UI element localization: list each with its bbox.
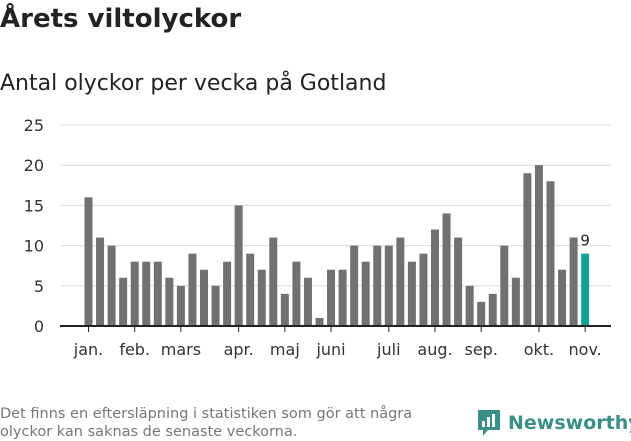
bar bbox=[419, 253, 428, 326]
bar bbox=[200, 269, 208, 326]
bar bbox=[211, 285, 220, 326]
bar bbox=[500, 245, 509, 326]
y-tick-label: 10 bbox=[24, 237, 44, 256]
bar bbox=[269, 237, 278, 326]
bar bbox=[292, 261, 301, 326]
chart-subtitle: Antal olyckor per vecka på Gotland bbox=[0, 71, 387, 96]
bar bbox=[511, 277, 520, 326]
bar bbox=[223, 261, 232, 326]
x-tick-label: sep. bbox=[464, 340, 497, 359]
bar bbox=[257, 269, 266, 326]
bar bbox=[488, 293, 497, 326]
x-axis-labels: jan. feb. mars apr. maj juni juli aug. sep. okt. n… bbox=[73, 340, 602, 359]
x-tick-label: mars bbox=[161, 340, 201, 359]
y-tick-label: 25 bbox=[24, 116, 44, 135]
bar bbox=[407, 261, 416, 326]
value-label: 9 bbox=[580, 232, 590, 250]
bar bbox=[176, 285, 185, 326]
bar bbox=[431, 229, 439, 326]
bar bbox=[523, 173, 532, 326]
bar bbox=[477, 301, 486, 326]
bar bbox=[361, 261, 370, 326]
bar bbox=[338, 269, 347, 326]
brand[interactable]: Newsworthy bbox=[476, 407, 631, 439]
bar bbox=[188, 253, 197, 326]
footnote: Det finns en eftersläpning i statistiken… bbox=[0, 406, 413, 440]
bar bbox=[130, 261, 139, 326]
bar bbox=[465, 285, 474, 326]
bar bbox=[153, 261, 162, 326]
x-tick-label: aug. bbox=[417, 340, 452, 359]
x-tick-label: juli bbox=[376, 340, 400, 359]
x-tick-label: okt. bbox=[524, 340, 554, 359]
bar bbox=[546, 181, 555, 326]
bar bbox=[280, 293, 289, 326]
bar bbox=[454, 237, 463, 326]
bar bbox=[84, 197, 93, 326]
bar bbox=[350, 245, 359, 326]
bar bbox=[315, 317, 324, 326]
bar bbox=[558, 269, 567, 326]
bar bbox=[96, 237, 105, 326]
bar bbox=[327, 269, 336, 326]
y-tick-label: 5 bbox=[34, 277, 44, 296]
x-tick-label: juni bbox=[315, 340, 345, 359]
bar bbox=[569, 237, 578, 326]
x-tick-label: feb. bbox=[119, 340, 150, 359]
bar bbox=[581, 253, 590, 326]
bar bbox=[442, 213, 451, 326]
x-tick-label: jan. bbox=[73, 340, 103, 359]
bar bbox=[534, 165, 543, 326]
bar bbox=[396, 237, 405, 326]
newsworthy-logo-icon bbox=[478, 410, 500, 436]
y-tick-label: 20 bbox=[24, 156, 44, 175]
chart-title: Årets viltolyckor bbox=[0, 4, 242, 34]
bar bbox=[246, 253, 255, 326]
x-axis-ticks bbox=[88, 326, 586, 332]
bar bbox=[165, 277, 174, 326]
value-labels: 9 bbox=[580, 232, 590, 250]
bars bbox=[60, 165, 611, 327]
bar bbox=[384, 245, 393, 326]
y-axis-labels: 0 5 10 15 20 25 bbox=[24, 116, 44, 336]
bar bbox=[303, 277, 312, 326]
bar bbox=[119, 277, 128, 326]
x-tick-label: nov. bbox=[569, 340, 602, 359]
y-tick-label: 0 bbox=[34, 317, 44, 336]
bar bbox=[107, 245, 116, 326]
y-tick-label: 15 bbox=[24, 196, 44, 215]
bar-chart: 0 5 10 15 20 25 jan. feb. mars apr. maj juni juli au… bbox=[24, 116, 611, 359]
x-tick-label: apr. bbox=[224, 340, 254, 359]
bar bbox=[142, 261, 151, 326]
brand-name: Newsworthy bbox=[508, 412, 631, 434]
bar bbox=[373, 245, 382, 326]
bar bbox=[234, 205, 243, 326]
x-tick-label: maj bbox=[270, 340, 300, 359]
